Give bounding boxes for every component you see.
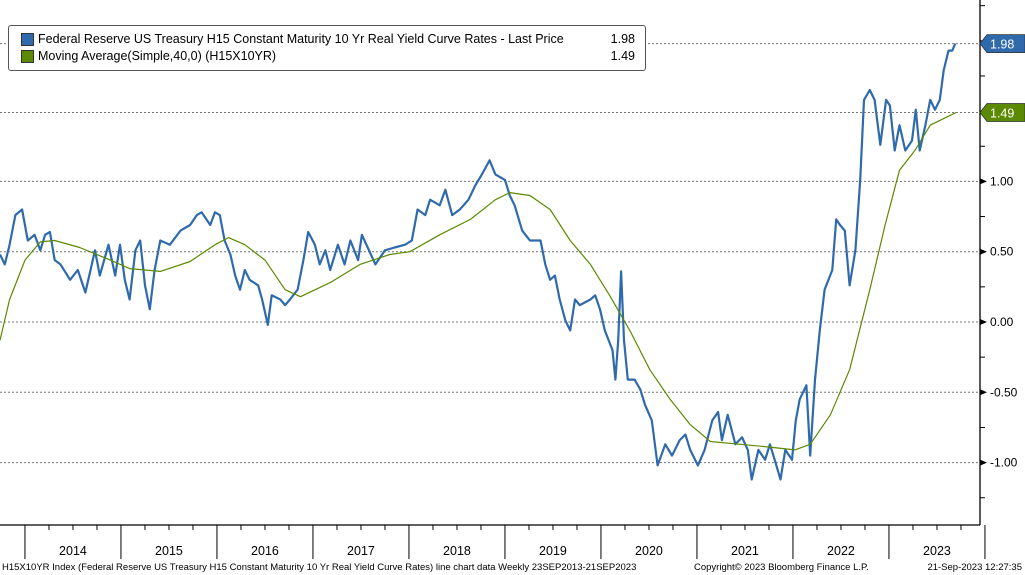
y-tick-label: 0.00 (990, 315, 1014, 329)
legend-label: Moving Average(Simple,40,0) (H15X10YR) (38, 49, 277, 63)
y-tick-label: -0.50 (990, 385, 1018, 399)
x-tick-label: 2015 (155, 544, 183, 558)
legend-value: 1.49 (610, 49, 635, 63)
last-price-label: 1.98 (990, 38, 1014, 52)
legend-value: 1.98 (610, 32, 635, 46)
last-price-label: 1.49 (990, 107, 1014, 121)
x-tick-label: 2014 (59, 544, 87, 558)
footer-copyright: Copyright© 2023 Bloomberg Finance L.P. (694, 562, 869, 573)
x-tick-label: 2018 (443, 544, 471, 558)
footer-timestamp: 21-Sep-2023 12:27:35 (927, 562, 1022, 573)
legend-item-yield[interactable]: Federal Reserve US Treasury H15 Constant… (21, 31, 639, 47)
x-tick-label: 2021 (731, 544, 759, 558)
x-tick-label: 2023 (923, 544, 951, 558)
footer-description: H15X10YR Index (Federal Reserve US Treas… (2, 562, 637, 573)
legend-label: Federal Reserve US Treasury H15 Constant… (38, 32, 564, 46)
last-price-tag (979, 34, 1025, 54)
y-tick-label: -1.00 (990, 456, 1018, 470)
y-tick-label: 1.00 (990, 174, 1014, 188)
y-tick-label: 0.50 (990, 245, 1014, 259)
legend-swatch-blue (21, 32, 34, 46)
x-tick-label: 2020 (635, 544, 663, 558)
x-tick-label: 2016 (251, 544, 279, 558)
x-tick-label: 2019 (539, 544, 567, 558)
legend-item-moving-average[interactable]: Moving Average(Simple,40,0) (H15X10YR) 1… (21, 48, 639, 64)
moving-average-line (0, 111, 957, 451)
x-tick-label: 2022 (827, 544, 855, 558)
last-price-tag (979, 103, 1025, 122)
legend-swatch-green (21, 49, 34, 63)
legend: Federal Reserve US Treasury H15 Constant… (8, 25, 646, 71)
x-tick-label: 2017 (347, 544, 375, 558)
yield-line (0, 43, 957, 481)
